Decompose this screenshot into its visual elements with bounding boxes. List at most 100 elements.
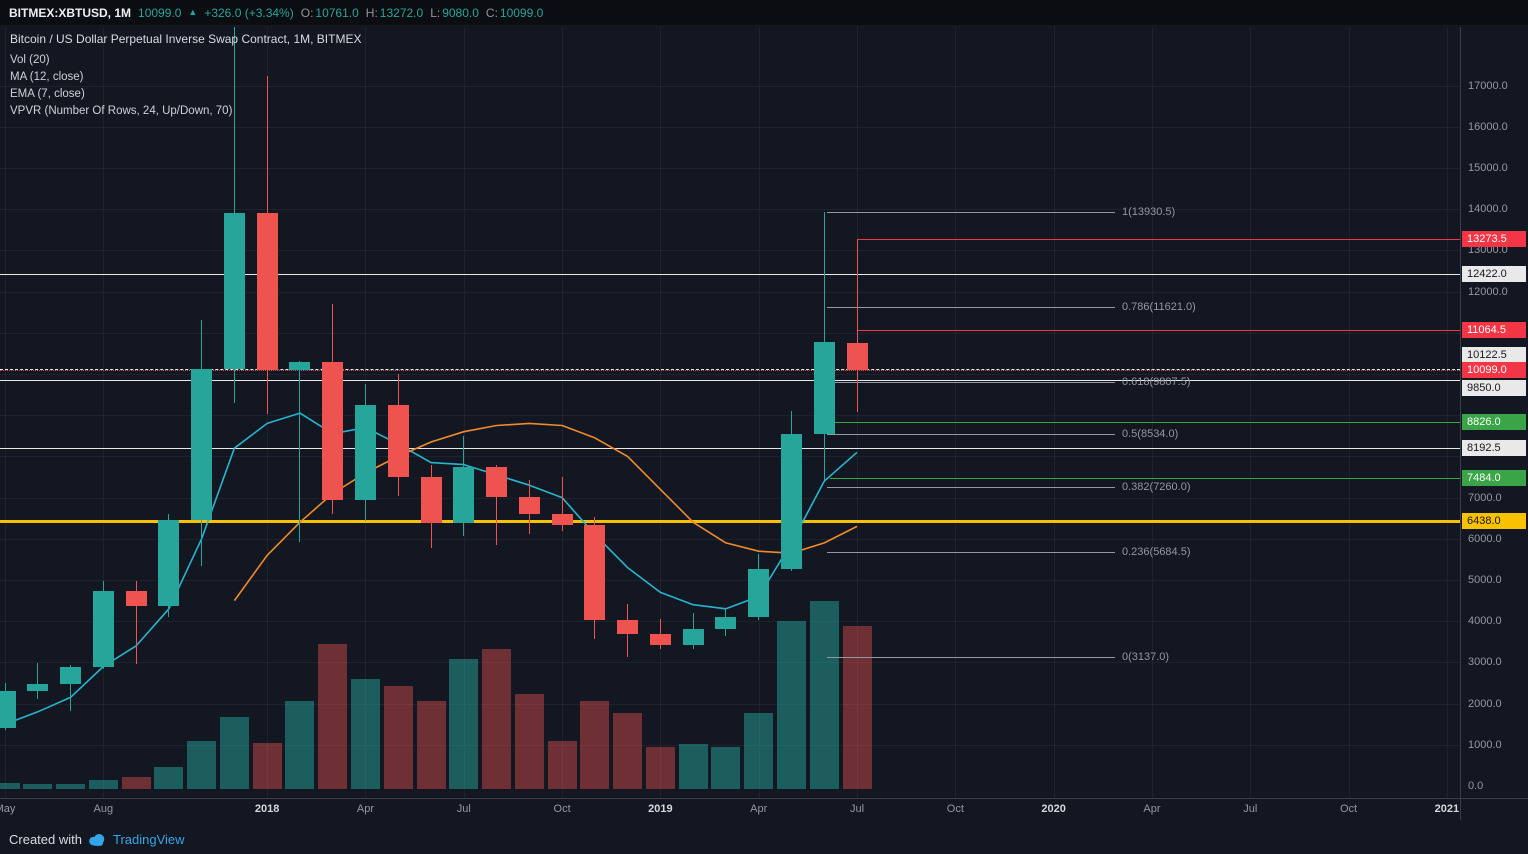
price-axis-tick: 5000.0 <box>1468 574 1502 586</box>
grid-line-horizontal <box>0 497 1460 499</box>
volume-bar <box>154 767 184 789</box>
time-axis-label[interactable]: Apr <box>1143 803 1161 815</box>
price-line-11064.5[interactable] <box>857 330 1460 332</box>
volume-bar <box>776 621 806 789</box>
tradingview-cloud-icon[interactable] <box>88 833 107 846</box>
legend-ema-indicator[interactable]: EMA (7, close) <box>10 88 85 100</box>
time-axis-label[interactable]: Oct <box>946 803 964 815</box>
grid-line-horizontal <box>0 703 1460 705</box>
symbol-name[interactable]: BITMEX:XBTUSD, 1M <box>9 5 132 20</box>
legend-vpvr-indicator[interactable]: VPVR (Number Of Rows, 24, Up/Down, 70) <box>10 105 233 117</box>
price-axis-tick: 14000.0 <box>1468 203 1508 216</box>
fib-level-line[interactable] <box>827 551 1115 553</box>
grid-line-horizontal <box>0 291 1460 293</box>
time-axis-label[interactable]: Jul <box>456 803 471 815</box>
fib-level-line[interactable] <box>827 381 1115 383</box>
grid-line-horizontal <box>0 662 1460 664</box>
grid-line-horizontal <box>0 744 1460 746</box>
price-axis-label: 8826.0 <box>1462 414 1526 431</box>
time-axis-label[interactable]: Oct <box>1340 803 1358 815</box>
low-value: L: 9080.0 <box>430 5 479 20</box>
close-value: C: 10099.0 <box>485 5 544 20</box>
volume-bar <box>383 686 413 789</box>
candle-body <box>0 691 16 729</box>
time-axis-label[interactable]: Jul <box>1243 803 1258 815</box>
grid-line-horizontal <box>0 456 1460 458</box>
price-axis-tick: 13000.0 <box>1468 244 1508 257</box>
price-axis-tick: 2000.0 <box>1468 697 1502 710</box>
fib-level-line[interactable] <box>827 656 1115 658</box>
fib-level-line[interactable] <box>827 434 1115 436</box>
price-line-10122.5[interactable] <box>0 368 1460 370</box>
time-axis-label[interactable]: 2018 <box>254 803 280 815</box>
time-axis-label[interactable]: 2020 <box>1041 803 1066 815</box>
volume-bar <box>809 601 839 789</box>
time-axis-label[interactable]: 2019 <box>648 803 673 815</box>
price-line-12422[interactable] <box>0 274 1460 276</box>
symbol-header-bar: BITMEX:XBTUSD, 1M 10099.0 ▲ +326.0 (+3.3… <box>0 0 1528 26</box>
fib-level-line[interactable] <box>827 212 1115 214</box>
grid-line-vertical <box>1151 27 1153 798</box>
candle-body <box>748 568 770 618</box>
price-line-9850[interactable] <box>0 380 1460 382</box>
candle-body <box>486 467 508 497</box>
volume-bar <box>23 784 53 789</box>
price-line-8192.5[interactable] <box>0 448 1460 450</box>
candle-body <box>453 467 475 523</box>
price-line-7484[interactable] <box>830 477 1460 479</box>
grid-line-horizontal <box>0 415 1460 417</box>
legend-symbol-title[interactable]: Bitcoin / US Dollar Perpetual Inverse Sw… <box>10 32 362 46</box>
grid-line-vertical <box>1053 27 1055 798</box>
price-axis-tick: 16000.0 <box>1468 120 1508 133</box>
fib-level-line[interactable] <box>827 486 1115 488</box>
time-axis-label[interactable]: May <box>0 803 16 815</box>
fib-level-label: 0.618(9807.5) <box>1122 375 1191 388</box>
grid-line-horizontal <box>0 374 1460 375</box>
price-line-6438[interactable] <box>0 519 1460 523</box>
candle-body <box>158 520 180 607</box>
candle-wick <box>496 465 498 545</box>
candle-wick <box>856 239 858 412</box>
price-axis-label: 10122.5 <box>1462 346 1526 363</box>
legend-ma-indicator[interactable]: MA (12, close) <box>10 71 84 83</box>
ema-line[interactable] <box>4 412 858 725</box>
price-axis-tick: 15000.0 <box>1468 162 1508 174</box>
volume-bar <box>416 701 446 789</box>
volume-bar <box>449 659 479 789</box>
open-value: O: 10761.0 <box>300 5 359 20</box>
grid-line-vertical <box>758 27 760 798</box>
time-axis-label[interactable]: Aug <box>93 803 114 815</box>
price-line-13273.5[interactable] <box>857 239 1460 241</box>
high-value: H: 13272.0 <box>365 5 424 20</box>
volume-bar <box>252 743 282 789</box>
time-axis-label[interactable]: Apr <box>750 803 768 815</box>
current-price-line <box>0 369 1460 371</box>
candle-body <box>387 405 409 478</box>
fib-level-line[interactable] <box>827 307 1115 309</box>
candle-body <box>649 633 671 646</box>
tradingview-brand-link[interactable]: TradingView <box>112 832 185 847</box>
candle-body <box>551 514 573 525</box>
time-axis-label[interactable]: 2021 <box>1434 803 1460 815</box>
time-axis-label[interactable]: Oct <box>553 803 571 815</box>
volume-bar <box>350 679 380 789</box>
grid-line-horizontal <box>0 126 1460 128</box>
price-axis-label: 8192.5 <box>1462 440 1526 457</box>
candle-body <box>125 590 147 607</box>
candle-body <box>584 524 606 620</box>
time-axis-label[interactable]: Jul <box>849 803 865 815</box>
fib-level-label: 0.5(8534.0) <box>1122 428 1179 441</box>
grid-line-vertical <box>103 27 105 798</box>
candle-body <box>191 368 213 521</box>
price-axis-label: 12422.0 <box>1462 266 1526 283</box>
price-line-8826[interactable] <box>830 422 1460 424</box>
price-axis-tick: 6000.0 <box>1468 532 1502 545</box>
time-axis-label[interactable]: Apr <box>356 803 375 815</box>
price-change: +326.0 (+3.34%) <box>204 5 294 20</box>
legend-volume-indicator[interactable]: Vol (20) <box>10 54 50 66</box>
price-axis-tick: 0.0 <box>1468 780 1484 792</box>
grid-line-horizontal <box>0 209 1460 211</box>
volume-bar <box>547 741 577 789</box>
price-axis-tick: 3000.0 <box>1468 656 1502 669</box>
